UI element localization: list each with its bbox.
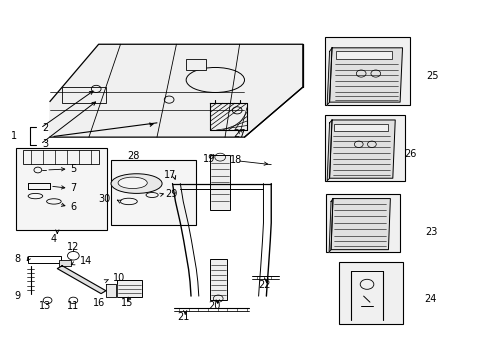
Bar: [325, 194, 399, 252]
Ellipse shape: [46, 199, 61, 204]
Text: 19: 19: [203, 154, 215, 164]
Polygon shape: [326, 48, 331, 105]
Text: 15: 15: [121, 298, 133, 308]
Bar: [334, 123, 387, 131]
Text: 1: 1: [11, 131, 17, 141]
Bar: [62, 87, 106, 103]
Text: 20: 20: [208, 301, 220, 311]
Bar: [339, 262, 402, 324]
Text: 8: 8: [14, 253, 20, 264]
Bar: [324, 37, 409, 105]
Polygon shape: [326, 120, 331, 181]
Text: 5: 5: [70, 164, 76, 174]
Ellipse shape: [118, 177, 147, 189]
Bar: [324, 114, 404, 181]
Text: 27: 27: [233, 129, 245, 139]
Text: 4: 4: [51, 234, 57, 244]
Ellipse shape: [28, 193, 42, 199]
Ellipse shape: [146, 193, 158, 198]
Text: 14: 14: [80, 256, 92, 266]
Text: 30: 30: [99, 194, 111, 203]
Bar: [111, 160, 196, 225]
Text: 16: 16: [92, 298, 104, 308]
Bar: [210, 258, 227, 300]
Bar: [186, 59, 205, 70]
Polygon shape: [330, 199, 389, 249]
Text: 6: 6: [70, 202, 76, 212]
Ellipse shape: [120, 198, 137, 204]
Text: 21: 21: [177, 312, 189, 322]
Polygon shape: [50, 44, 302, 137]
Text: 12: 12: [67, 242, 80, 252]
Bar: [117, 280, 142, 297]
Text: 23: 23: [425, 227, 437, 237]
Text: 24: 24: [424, 294, 436, 304]
Bar: [23, 150, 99, 164]
Bar: [335, 51, 391, 59]
Bar: [28, 256, 61, 263]
Text: 3: 3: [42, 139, 49, 149]
Text: 2: 2: [42, 123, 49, 133]
Text: 11: 11: [67, 301, 80, 311]
Text: 25: 25: [425, 71, 437, 81]
Text: 26: 26: [404, 149, 416, 159]
Polygon shape: [57, 266, 106, 294]
Ellipse shape: [111, 174, 162, 193]
Text: 10: 10: [113, 273, 125, 283]
Text: 22: 22: [258, 280, 271, 290]
Text: 28: 28: [127, 151, 140, 161]
Text: 7: 7: [70, 183, 76, 193]
Bar: [16, 148, 107, 230]
Text: 9: 9: [14, 291, 20, 301]
Polygon shape: [329, 48, 402, 102]
Polygon shape: [106, 284, 116, 297]
Polygon shape: [328, 199, 332, 252]
Text: 18: 18: [229, 155, 242, 165]
Text: 29: 29: [165, 189, 177, 199]
Bar: [59, 260, 71, 266]
Ellipse shape: [186, 67, 244, 93]
Polygon shape: [329, 120, 394, 178]
Text: 17: 17: [164, 170, 177, 180]
Bar: [210, 155, 229, 210]
Text: 13: 13: [39, 301, 51, 311]
